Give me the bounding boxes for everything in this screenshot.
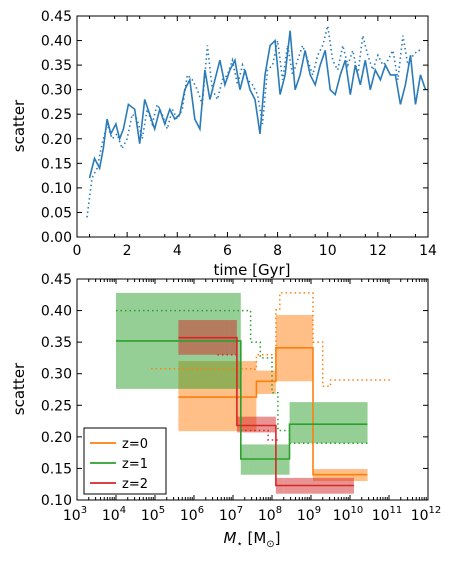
x-tick-label: 103 <box>63 505 87 524</box>
step-line-z=0 <box>178 347 368 476</box>
x-tick-label: 105 <box>141 505 165 524</box>
top-x-ticks: 0 2 4 6 8 10 12 14 <box>73 16 437 259</box>
legend-label-z=0: z=0 <box>122 437 148 452</box>
x-tick-label: 109 <box>297 505 321 524</box>
x-tick-label: 2 <box>123 243 132 259</box>
bottom-y-ticks: 0.10 0.15 0.20 0.25 0.30 0.35 0.40 0.45 <box>41 272 428 509</box>
x-tick-label: 1012 <box>411 505 442 524</box>
y-tick-label: 0.15 <box>41 156 72 172</box>
x-tick-label: 1011 <box>372 505 403 524</box>
x-tick-label: 14 <box>419 243 437 259</box>
y-tick-label: 0.20 <box>41 430 72 446</box>
series-line-solid <box>88 30 427 179</box>
bottom-x-axis-label: M⋆ [M⊙] <box>223 529 280 550</box>
x-tick-label: 106 <box>180 505 204 524</box>
band-z=1 <box>350 402 368 444</box>
step-line-z=2 <box>178 336 354 487</box>
x-tick-label: 108 <box>258 505 282 524</box>
x-tick-label: 4 <box>173 243 182 259</box>
bottom-x-ticks: 103 104 105 106 107 108 109 1010 1011 1012 <box>63 279 441 524</box>
x-tick-label: 104 <box>102 505 126 524</box>
y-tick-label: 0.40 <box>41 304 72 320</box>
top-plot-area <box>86 25 427 218</box>
x-tick-label: 6 <box>223 243 232 259</box>
series-line-dotted <box>86 25 423 218</box>
y-tick-label: 0.10 <box>41 181 72 197</box>
band-z=1 <box>293 402 350 444</box>
bottom-y-axis-label: scatter <box>10 362 28 415</box>
step-line-z=1 <box>116 340 368 460</box>
y-tick-label: 0.00 <box>41 230 72 246</box>
y-tick-label: 0.30 <box>41 367 72 383</box>
x-tick-label: 107 <box>219 505 243 524</box>
y-tick-label: 0.10 <box>41 493 72 509</box>
y-tick-label: 0.45 <box>41 9 72 25</box>
y-tick-label: 0.05 <box>41 205 72 221</box>
top-panel: 0.00 0.05 0.10 0.15 0.20 0.25 0.30 0.35 0.40 0.45… <box>10 9 437 279</box>
band-z=0 <box>256 370 276 394</box>
legend-label-z=2: z=2 <box>122 477 148 492</box>
y-tick-label: 0.45 <box>41 272 72 288</box>
x-tick-label: 0 <box>73 243 82 259</box>
band-z=1 <box>289 402 294 444</box>
y-tick-label: 0.35 <box>41 58 72 74</box>
x-tick-label: 8 <box>273 243 282 259</box>
bottom-panel: 0.100.150.200.250.300.350.400.45 103 104 1… <box>10 272 441 550</box>
y-tick-label: 0.30 <box>41 83 72 99</box>
bottom-axes-frame <box>76 278 429 501</box>
top-y-axis-label: scatter <box>10 99 28 152</box>
y-tick-label: 0.15 <box>41 461 72 477</box>
y-tick-label: 0.40 <box>41 34 72 50</box>
band-z=0 <box>252 361 257 432</box>
band-z=2 <box>252 416 276 433</box>
top-x-axis-label: time [Gyr] <box>213 261 290 279</box>
x-tick-label: 10 <box>319 243 337 259</box>
y-tick-label: 0.35 <box>41 335 72 351</box>
top-y-ticks: 0.00 0.05 0.10 0.15 0.20 0.25 0.30 0.35 0.40 0.45 <box>41 9 428 246</box>
y-tick-label: 0.25 <box>41 398 72 414</box>
top-axes-frame <box>76 15 429 238</box>
y-tick-label: 0.20 <box>41 132 72 148</box>
x-tick-label: 12 <box>369 243 387 259</box>
legend: z=0 z=1 z=2 <box>83 427 167 495</box>
x-tick-label: 1010 <box>333 505 364 524</box>
legend-label-z=1: z=1 <box>122 457 148 472</box>
y-tick-label: 0.25 <box>41 107 72 123</box>
bottom-plot-area <box>116 292 393 494</box>
